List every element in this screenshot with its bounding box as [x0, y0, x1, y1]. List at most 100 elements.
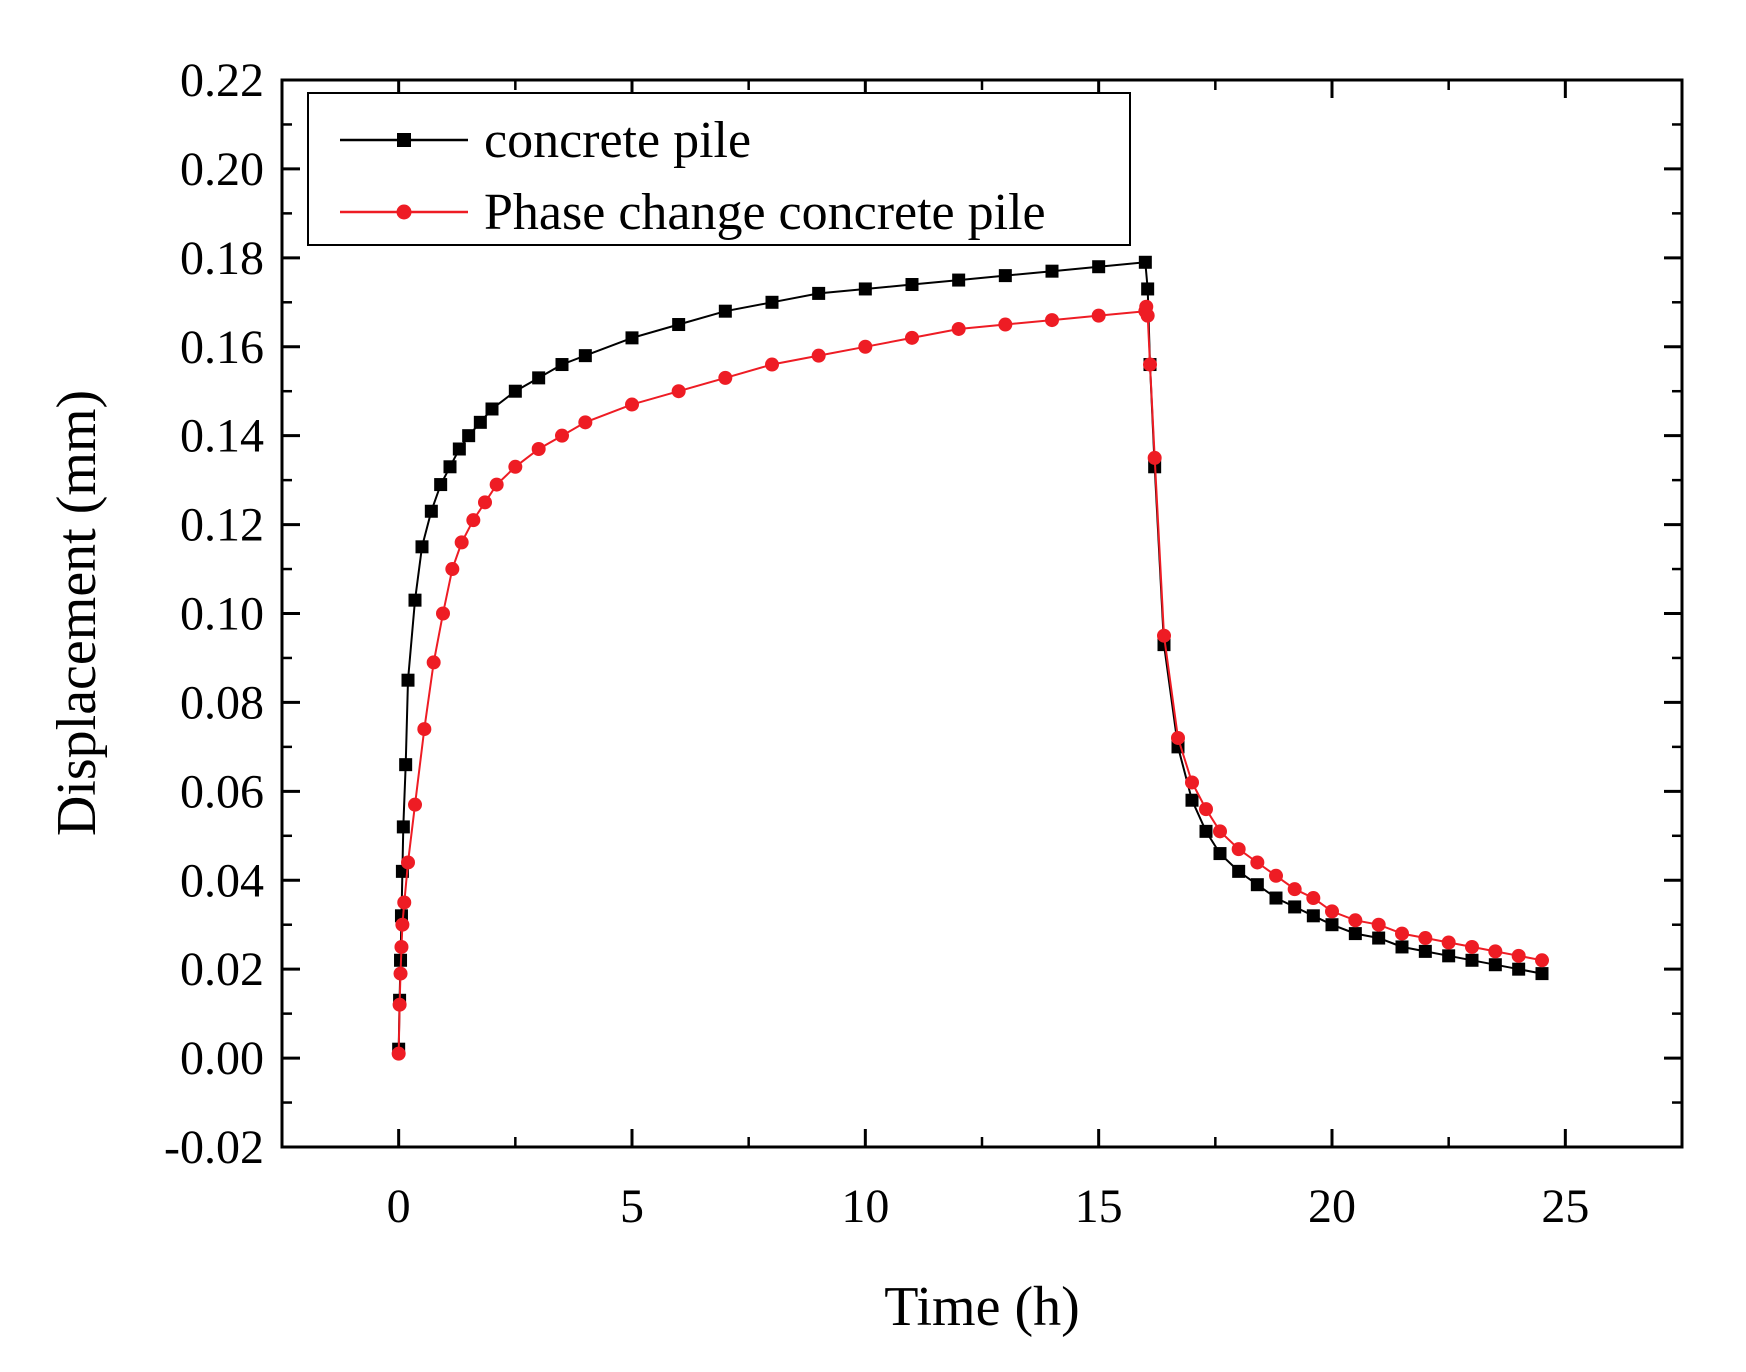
data-point	[1232, 864, 1246, 878]
data-point	[1418, 931, 1433, 946]
data-point	[417, 722, 432, 737]
data-point	[396, 820, 410, 834]
legend-label: Phase change concrete pile	[484, 184, 1046, 241]
data-point	[1199, 824, 1213, 838]
data-point	[436, 606, 450, 621]
data-point	[718, 304, 732, 318]
x-tick-label: 0	[387, 1180, 411, 1233]
data-point	[401, 673, 415, 687]
data-point	[1306, 891, 1321, 906]
x-tick-label: 10	[841, 1180, 889, 1233]
data-point	[1465, 953, 1479, 967]
data-point	[401, 855, 415, 870]
data-point	[765, 295, 779, 309]
y-tick-label: 0.10	[180, 588, 264, 641]
y-tick-label: 0.16	[180, 321, 264, 374]
data-point	[1185, 793, 1199, 807]
data-point	[1306, 909, 1320, 923]
data-point	[452, 442, 466, 456]
data-point	[478, 495, 492, 510]
data-point	[1147, 450, 1162, 465]
y-tick-label: 0.06	[180, 765, 264, 818]
data-point	[1143, 357, 1157, 372]
data-point	[531, 442, 546, 457]
data-point	[1269, 868, 1283, 883]
data-point	[578, 415, 593, 430]
x-tick-label: 25	[1541, 1180, 1589, 1233]
data-point	[1442, 949, 1456, 963]
data-point	[1325, 904, 1339, 919]
data-point	[718, 370, 733, 385]
data-point	[1045, 313, 1059, 328]
data-point	[671, 384, 686, 399]
data-point	[1231, 842, 1246, 857]
data-point	[1371, 917, 1386, 932]
data-point	[765, 357, 779, 372]
series-phase-change-concrete-pile	[391, 299, 1549, 1061]
y-tick-label: -0.02	[164, 1121, 264, 1174]
legend-label: concrete pile	[484, 112, 751, 169]
data-point	[434, 478, 448, 492]
data-point	[625, 397, 639, 412]
data-point	[1141, 282, 1155, 296]
data-point	[443, 460, 457, 474]
data-point	[1250, 878, 1264, 892]
data-point	[1488, 944, 1503, 959]
legend: concrete pile Phase change concrete pile	[307, 92, 1131, 246]
data-point	[508, 459, 523, 474]
data-point	[1092, 260, 1106, 274]
data-point	[1488, 958, 1502, 972]
data-point	[473, 415, 487, 429]
data-point	[454, 535, 469, 550]
data-point	[399, 758, 413, 772]
data-point	[1535, 953, 1549, 968]
data-point	[1441, 935, 1456, 950]
data-point	[1213, 824, 1227, 839]
legend-item: concrete pile	[340, 112, 751, 169]
data-point	[672, 318, 686, 332]
data-point	[1372, 931, 1386, 945]
data-point	[415, 540, 429, 554]
data-point	[1185, 775, 1199, 790]
data-point	[489, 477, 504, 492]
data-point	[1171, 730, 1185, 745]
data-point	[1512, 962, 1526, 976]
data-point	[466, 513, 481, 528]
data-point	[462, 429, 476, 443]
data-point	[1418, 944, 1432, 958]
data-point	[858, 339, 873, 354]
y-tick-label: 0.12	[180, 499, 264, 552]
data-point	[485, 402, 499, 416]
data-point	[393, 966, 408, 981]
data-point	[1511, 948, 1526, 963]
data-point	[1140, 308, 1155, 323]
legend-square-marker	[397, 133, 411, 147]
data-point	[952, 273, 966, 287]
data-point	[998, 317, 1013, 332]
data-point	[1138, 255, 1152, 269]
data-point	[905, 278, 919, 292]
data-point	[1395, 926, 1409, 941]
data-point	[1325, 918, 1339, 932]
y-axis-title: Displacement (mm)	[46, 390, 108, 836]
data-point	[1157, 628, 1171, 643]
data-point	[424, 504, 438, 518]
data-point	[392, 997, 407, 1012]
plot-frame	[280, 78, 1684, 1149]
data-point	[1348, 913, 1363, 928]
data-point	[408, 797, 422, 812]
data-point	[1045, 264, 1059, 278]
data-point	[445, 562, 460, 577]
data-point	[395, 917, 410, 932]
data-point	[1213, 847, 1227, 861]
y-tick-label: 0.00	[180, 1032, 264, 1085]
series-layer	[391, 255, 1549, 1061]
data-point	[578, 349, 592, 363]
data-point	[998, 269, 1012, 283]
data-point	[532, 371, 546, 385]
data-point	[1199, 802, 1213, 817]
data-point	[408, 593, 422, 607]
x-tick-label: 5	[620, 1180, 644, 1233]
data-point	[1395, 940, 1409, 954]
